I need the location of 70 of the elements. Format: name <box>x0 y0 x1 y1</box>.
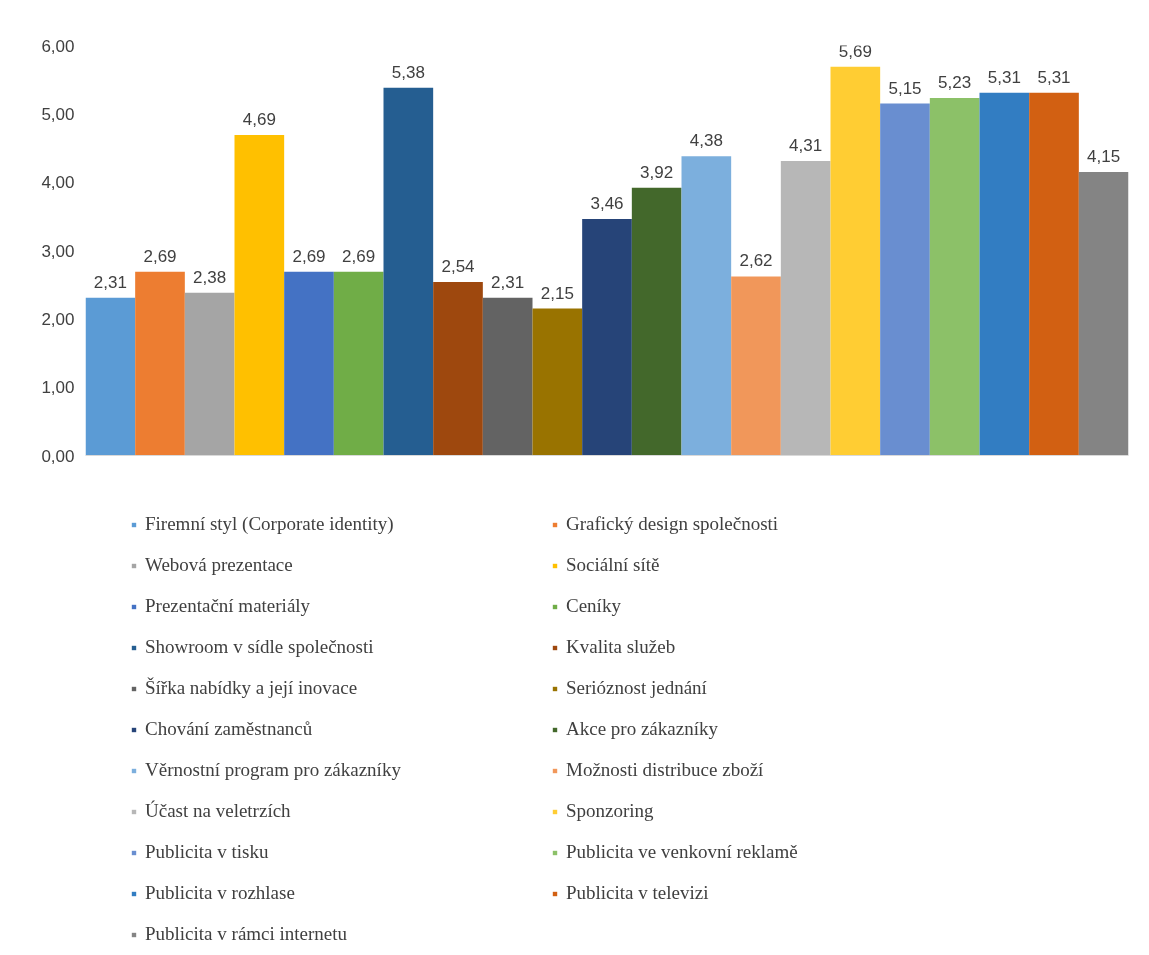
legend-label: Účast na veletrzích <box>145 800 292 822</box>
bar <box>333 271 384 456</box>
legend-label: Kvalita služeb <box>566 636 677 658</box>
bar <box>383 87 434 456</box>
data-label: 4,31 <box>789 135 823 155</box>
bar <box>532 308 583 456</box>
legend-label: Firemní styl (Corporate identity) <box>145 513 395 535</box>
data-label: 4,69 <box>242 110 276 130</box>
legend-label: Možnosti distribuce zboží <box>566 759 765 781</box>
bar <box>433 281 483 456</box>
y-tick-label: 6,00 <box>41 36 75 56</box>
legend-label: Publicita v rámci internetu <box>145 923 349 945</box>
data-label: 2,54 <box>441 256 475 276</box>
data-label: 5,38 <box>391 62 425 82</box>
data-label: 4,38 <box>689 131 723 151</box>
legend-label: Prezentační materiály <box>145 595 312 617</box>
data-label: 5,69 <box>838 41 872 61</box>
legend-label: Publicita v rozhlase <box>145 882 296 904</box>
data-label: 5,15 <box>888 78 922 98</box>
legend-label: Publicita v tisku <box>145 841 270 863</box>
legend-label: Ceníky <box>566 595 622 617</box>
legend-label: Sociální sítě <box>566 554 661 576</box>
y-tick-label: 1,00 <box>41 378 75 398</box>
legend-label: Publicita v televizi <box>566 882 710 904</box>
legend-label: Akce pro zákazníky <box>566 718 719 740</box>
legend-label: Šířka nabídky a její inovace <box>145 677 359 699</box>
legend-label: Sponzoring <box>566 800 655 822</box>
bar <box>1078 171 1129 456</box>
bar <box>582 219 632 456</box>
y-tick-label: 5,00 <box>41 104 75 124</box>
bar <box>85 297 136 456</box>
data-label: 2,15 <box>540 283 574 303</box>
bar <box>880 103 930 456</box>
data-label: 3,46 <box>590 194 624 214</box>
data-label: 4,15 <box>1087 146 1121 166</box>
data-label: 5,23 <box>938 73 972 93</box>
legend-label: Webová prezentace <box>145 554 294 576</box>
bar <box>1029 92 1079 456</box>
y-tick-label: 4,00 <box>41 173 75 193</box>
legend-label: Serióznost jednání <box>566 677 708 699</box>
data-label: 2,31 <box>93 272 127 292</box>
bar <box>979 92 1030 456</box>
legend-label: Chování zaměstnanců <box>145 718 314 740</box>
bar <box>135 271 185 456</box>
legend-label: Publicita ve venkovní reklamě <box>566 841 799 863</box>
data-label: 2,69 <box>292 246 326 266</box>
data-label: 2,31 <box>491 272 525 292</box>
bar <box>631 187 682 456</box>
data-label: 5,31 <box>987 67 1021 87</box>
y-tick-label: 2,00 <box>41 309 75 329</box>
y-tick-label: 0,00 <box>41 446 75 466</box>
y-tick-label: 3,00 <box>41 241 75 261</box>
bar <box>184 292 235 456</box>
data-label: 2,69 <box>342 246 376 266</box>
bar <box>482 297 533 456</box>
bar <box>929 98 980 456</box>
data-label: 3,92 <box>640 162 674 182</box>
bar <box>284 271 334 456</box>
bar <box>830 66 881 456</box>
data-label: 5,31 <box>1037 67 1071 87</box>
data-label: 2,62 <box>739 251 773 271</box>
bar <box>681 156 732 456</box>
data-label: 2,69 <box>143 246 177 266</box>
legend-label: Věrnostní program pro zákazníky <box>145 759 402 781</box>
bar <box>234 135 285 456</box>
data-label: 2,38 <box>193 267 227 287</box>
bar <box>731 276 781 456</box>
legend-label: Grafický design společnosti <box>566 513 780 535</box>
bar <box>780 160 831 456</box>
legend-label: Showroom v sídle společnosti <box>145 636 375 658</box>
